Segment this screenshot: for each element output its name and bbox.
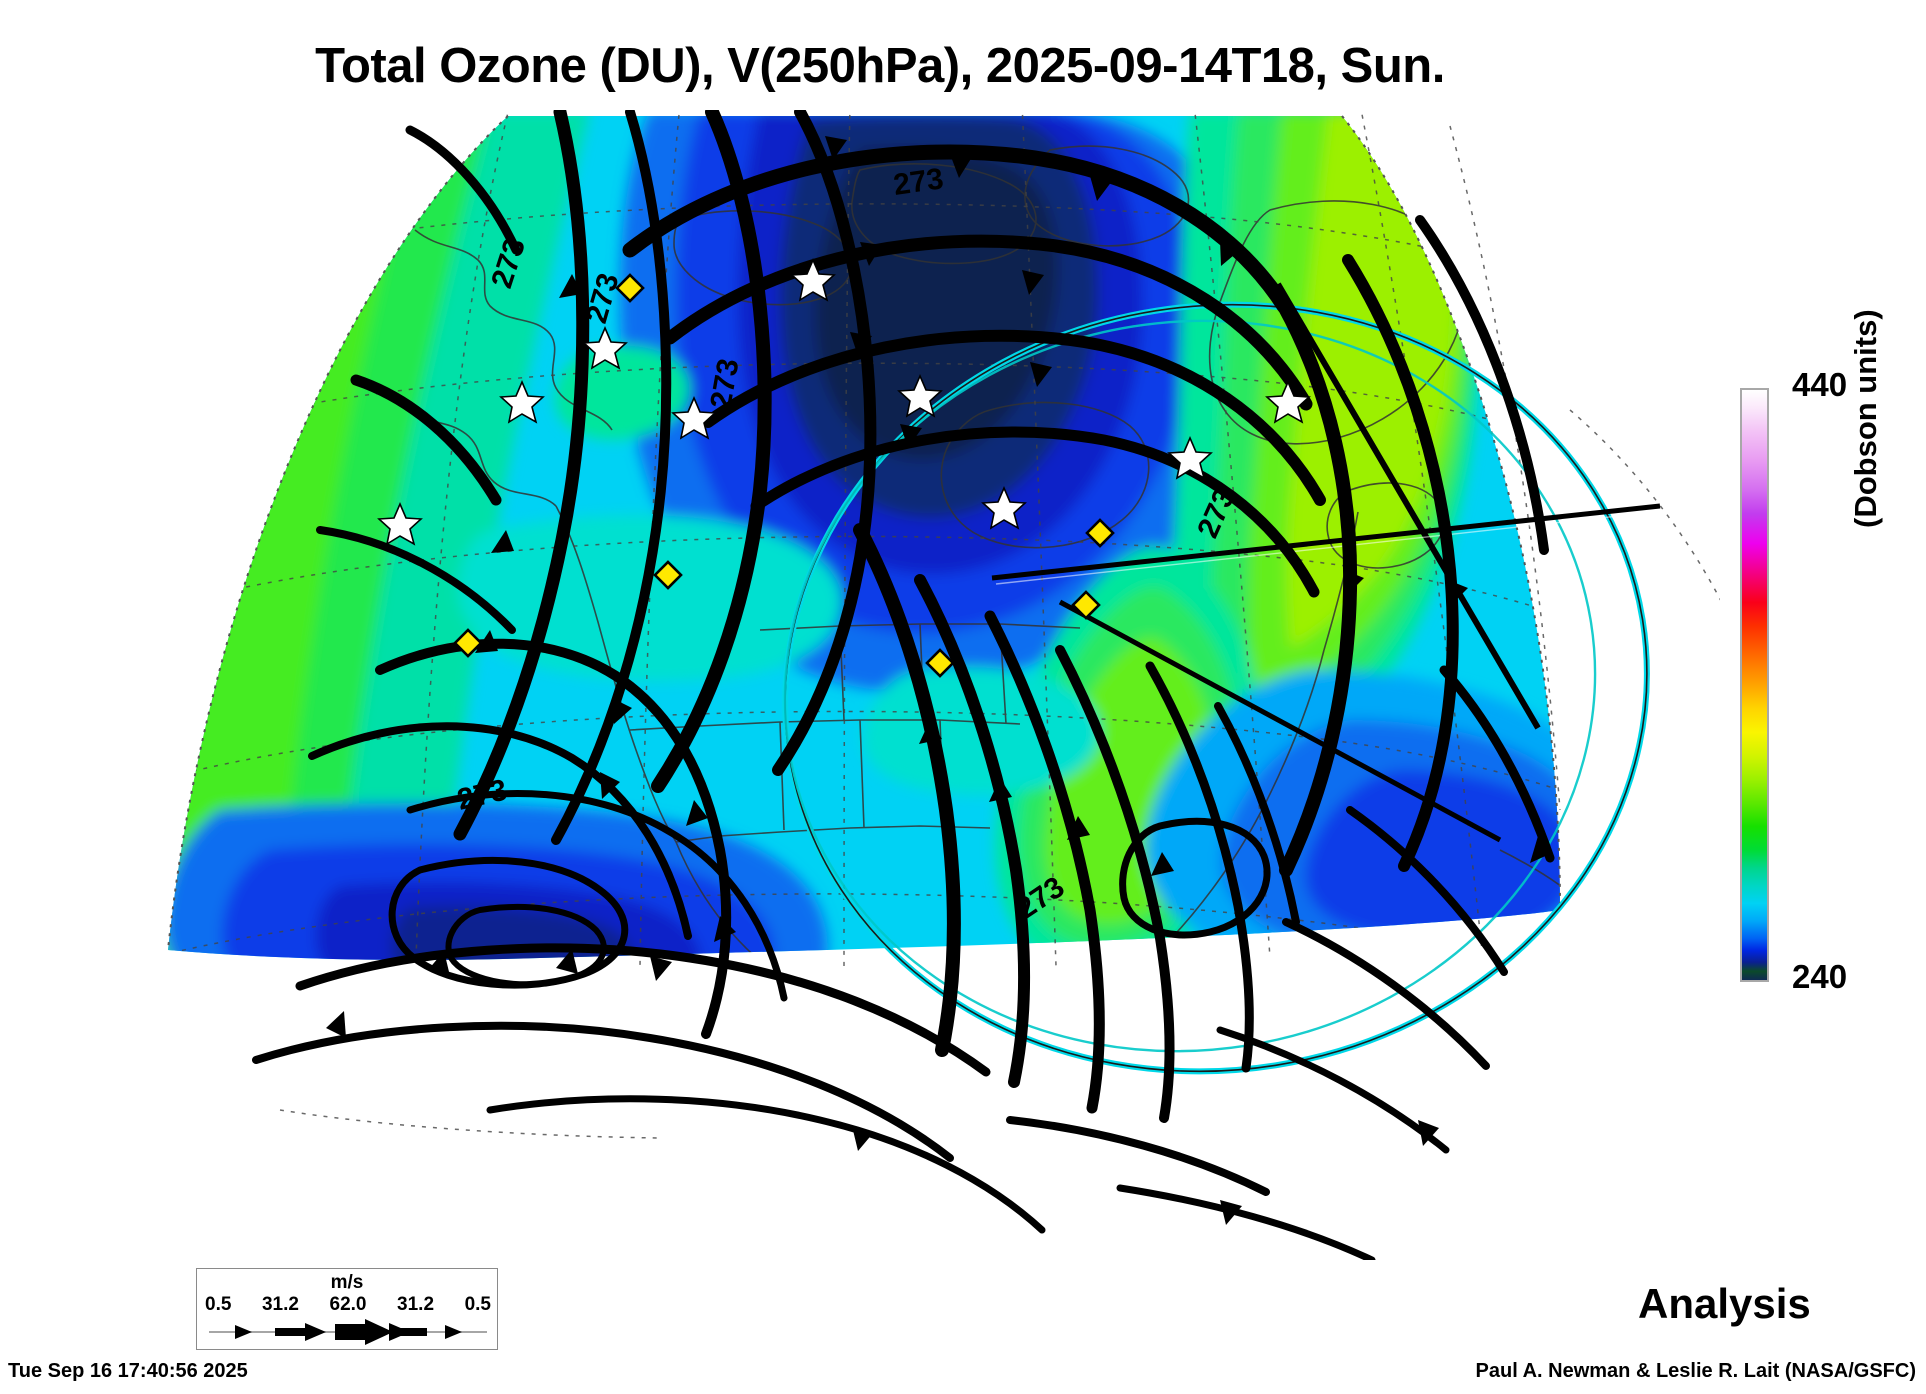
colorbar: 440 240 (Dobson units) [1740, 309, 1920, 1008]
station-marker [453, 628, 483, 658]
wind-tick-1: 31.2 [261, 1294, 299, 1315]
page-title: Total Ozone (DU), V(250hPa), 2025-09-14T… [315, 39, 1445, 93]
footer-timestamp: Tue Sep 16 17:40:56 2025 [8, 1360, 248, 1382]
wind-tick-3: 31.2 [397, 1294, 435, 1315]
wind-scale-legend: m/s 0.5 31.2 62.0 31.2 0.5 [196, 1268, 498, 1350]
footer-credit: Paul A. Newman & Leslie R. Lait (NASA/GS… [1475, 1360, 1916, 1382]
wind-tick-0: 0.5 [205, 1294, 232, 1315]
station-marker [653, 560, 683, 590]
map-panel: 273 273 273 273 273 273 273 [160, 110, 1720, 1260]
wind-tick-2: 62.0 [329, 1294, 367, 1315]
wind-streamlines [252, 110, 1555, 1260]
wind-units-label: m/s [330, 1272, 364, 1293]
wind-tick-4: 0.5 [464, 1294, 491, 1315]
star-markers [377, 257, 1311, 546]
station-marker [615, 273, 645, 303]
colorbar-axis-title: (Dobson units) [1848, 309, 1883, 528]
ozone-field [168, 116, 1560, 960]
contour-label: 273 [891, 162, 945, 202]
station-marker [1085, 518, 1115, 548]
wind-tick-labels: 0.5 31.2 62.0 31.2 0.5 [205, 1294, 491, 1316]
wind-arrow-glyphs [207, 1319, 489, 1350]
station-markers [453, 273, 1115, 678]
colorbar-gradient [1740, 388, 1769, 982]
colorbar-min-label: 240 [1792, 958, 1848, 995]
station-marker [1071, 590, 1101, 620]
map-boundary [167, 115, 1561, 951]
colorbar-max-label: 440 [1792, 366, 1848, 403]
station-marker [925, 648, 955, 678]
streamline-arrowheads [326, 136, 1552, 1225]
analysis-label: Analysis [1638, 1280, 1811, 1327]
